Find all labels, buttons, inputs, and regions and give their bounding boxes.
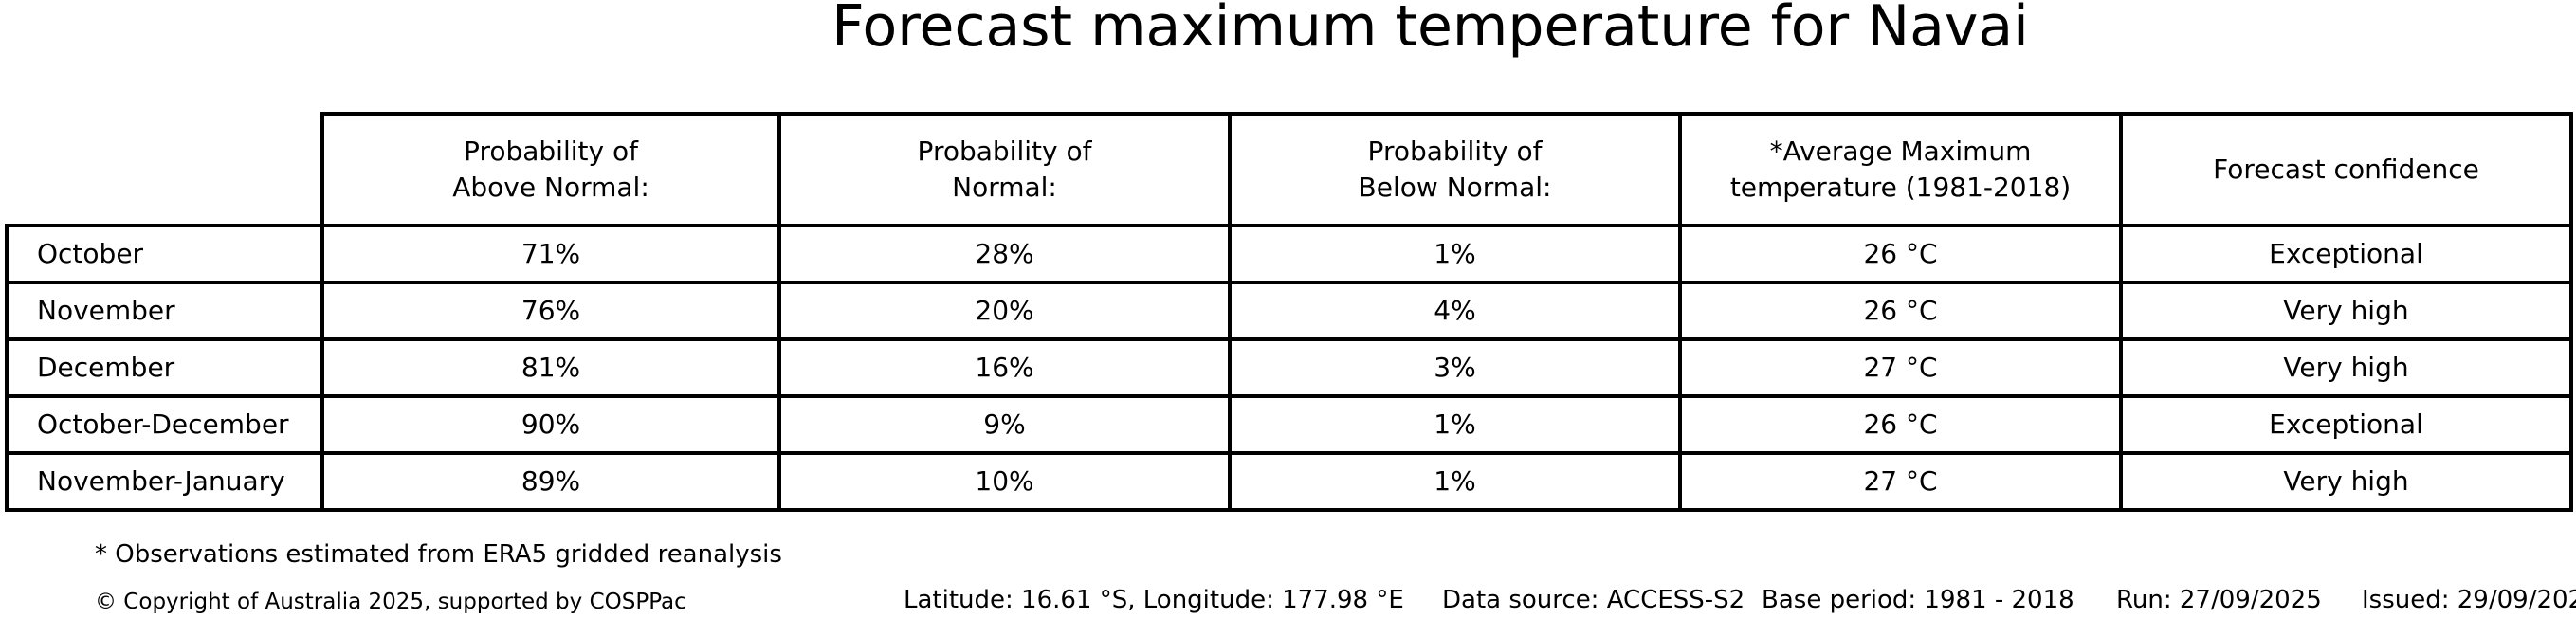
data-cell: 3% xyxy=(1228,337,1682,398)
copyright-text: © Copyright of Australia 2025, supported… xyxy=(95,590,686,614)
row-label-november-january: November-January xyxy=(5,451,324,512)
data-cell: 1% xyxy=(1228,394,1682,455)
observations-footnote: * Observations estimated from ERA5 gridd… xyxy=(95,540,782,569)
data-cell: 9% xyxy=(777,394,1232,455)
data-cell: 71% xyxy=(320,224,781,284)
run-date-text: Run: 27/09/2025 xyxy=(2116,586,2322,614)
data-cell: Very high xyxy=(2119,337,2573,398)
table-row: November 76% 20% 4% 26 °C Very high xyxy=(5,281,2573,341)
data-cell: 90% xyxy=(320,394,781,455)
page-title: Forecast maximum temperature for Navai xyxy=(831,0,2029,60)
row-label-october: October xyxy=(5,224,324,284)
table-row: October-December 90% 9% 1% 26 °C Excepti… xyxy=(5,394,2573,455)
data-cell: 76% xyxy=(320,281,781,341)
data-cell: 26 °C xyxy=(1678,394,2123,455)
data-cell: 89% xyxy=(320,451,781,512)
data-cell: 1% xyxy=(1228,224,1682,284)
header-probability-normal: Probability of Normal: xyxy=(777,112,1232,227)
data-cell: 4% xyxy=(1228,281,1682,341)
data-cell: 26 °C xyxy=(1678,281,2123,341)
data-cell: 27 °C xyxy=(1678,337,2123,398)
data-source-text: Data source: ACCESS-S2 xyxy=(1442,586,1745,614)
data-cell: 26 °C xyxy=(1678,224,2123,284)
data-cell: 28% xyxy=(777,224,1232,284)
header-probability-above-normal: Probability of Above Normal: xyxy=(320,112,781,227)
data-cell: Very high xyxy=(2119,281,2573,341)
data-cell: Very high xyxy=(2119,451,2573,512)
data-cell: Exceptional xyxy=(2119,224,2573,284)
table-row: October 71% 28% 1% 26 °C Exceptional xyxy=(5,224,2573,284)
row-label-december: December xyxy=(5,337,324,398)
data-cell: 16% xyxy=(777,337,1232,398)
row-label-october-december: October-December xyxy=(5,394,324,455)
data-cell: 27 °C xyxy=(1678,451,2123,512)
header-forecast-confidence: Forecast confidence xyxy=(2119,112,2573,227)
row-label-november: November xyxy=(5,281,324,341)
data-cell: Exceptional xyxy=(2119,394,2573,455)
location-text: Latitude: 16.61 °S, Longitude: 177.98 °E xyxy=(904,586,1404,614)
header-probability-below-normal: Probability of Below Normal: xyxy=(1228,112,1682,227)
data-cell: 10% xyxy=(777,451,1232,512)
issued-date-text: Issued: 29/09/2025 xyxy=(2362,586,2576,614)
table-row: November-January 89% 10% 1% 27 °C Very h… xyxy=(5,451,2573,512)
data-cell: 1% xyxy=(1228,451,1682,512)
forecast-table: Probability of Above Normal: Probability… xyxy=(5,112,2573,512)
data-cell: 81% xyxy=(320,337,781,398)
base-period-text: Base period: 1981 - 2018 xyxy=(1762,586,2074,614)
table-header-row: Probability of Above Normal: Probability… xyxy=(7,112,2573,227)
header-average-max-temperature: *Average Maximum temperature (1981-2018) xyxy=(1678,112,2123,227)
table-row: December 81% 16% 3% 27 °C Very high xyxy=(5,337,2573,398)
data-cell: 20% xyxy=(777,281,1232,341)
corner-cell xyxy=(7,114,322,226)
